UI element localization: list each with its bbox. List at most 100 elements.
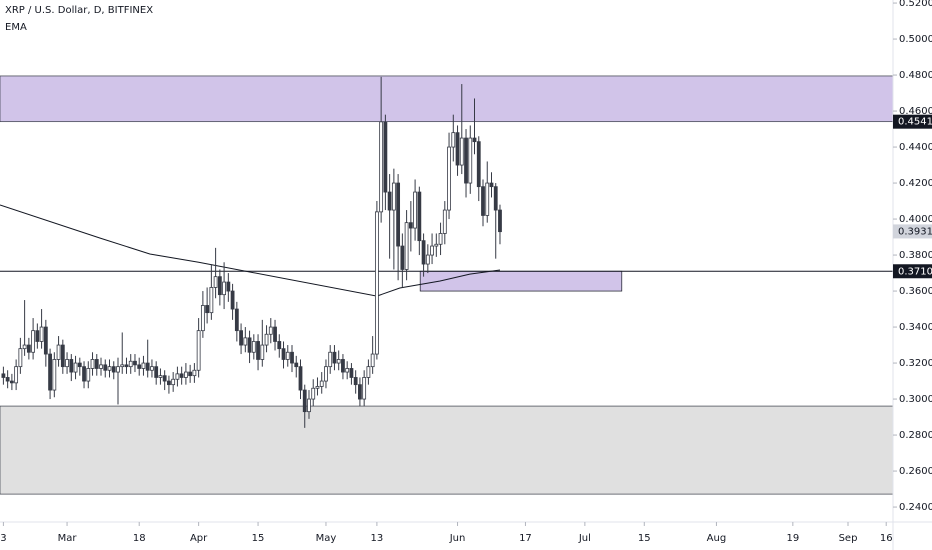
candle-body: [124, 364, 129, 368]
x-tick-label: May: [316, 533, 337, 544]
candle-body: [90, 359, 95, 369]
plot-area: [0, 75, 894, 495]
candle-body: [14, 366, 19, 384]
indicator-legend: EMA: [5, 22, 27, 33]
x-tick-label: 15: [638, 533, 651, 544]
candle-body: [222, 281, 226, 296]
candle-body: [430, 245, 434, 256]
candle-body: [35, 330, 40, 342]
candle-body: [442, 209, 447, 234]
candle-body: [307, 398, 311, 413]
x-tick-label: Apr: [190, 533, 208, 544]
candle-body: [268, 326, 273, 335]
candle-body: [489, 182, 494, 188]
candle-body: [65, 359, 69, 368]
candle-body: [145, 362, 150, 371]
candle-body: [459, 137, 464, 166]
x-tick-label: Aug: [707, 533, 727, 544]
candle-body: [311, 387, 316, 400]
candle-body: [417, 191, 422, 242]
price-label-box: [893, 264, 932, 279]
x-tick-label: 3: [0, 533, 6, 544]
candle-body: [247, 337, 252, 353]
candle-body: [128, 360, 133, 368]
candle-body: [370, 353, 375, 368]
candle-body: [413, 191, 417, 229]
candle-body: [188, 371, 193, 377]
price-label: 0.39313: [898, 226, 932, 237]
x-tick-label: 15: [252, 533, 265, 544]
candle-body: [425, 254, 430, 265]
candle-body: [404, 222, 409, 270]
candle-body: [434, 243, 439, 247]
candle-body: [205, 305, 210, 314]
candle-body: [345, 368, 350, 373]
candle-body: [116, 366, 120, 373]
x-tick-label: Jun: [449, 533, 466, 544]
candle-body: [476, 141, 481, 188]
x-tick-label: 13: [371, 533, 384, 544]
candle-body: [209, 287, 214, 314]
candle-body: [281, 348, 286, 360]
candle-body: [383, 121, 388, 193]
candle-body: [18, 348, 23, 368]
candle-body: [77, 362, 82, 368]
candle-body: [472, 137, 477, 143]
candle-body: [99, 364, 103, 369]
candle-body: [69, 359, 74, 373]
candle-body: [421, 240, 426, 265]
candle-body: [273, 326, 277, 342]
candle-body: [120, 364, 125, 368]
candle-body: [52, 359, 57, 391]
candle-body: [137, 364, 142, 369]
candle-body: [5, 377, 10, 382]
candle-body: [332, 351, 337, 364]
candle-body: [26, 344, 31, 353]
candle-body: [213, 276, 218, 288]
candle-body: [167, 380, 171, 386]
candle-body: [1, 373, 6, 378]
candle-body: [493, 186, 498, 211]
price-label-box: [893, 114, 932, 129]
candle-body: [358, 384, 362, 400]
candle-body: [468, 137, 473, 184]
x-tick-label: 16: [880, 533, 893, 544]
candle-body: [9, 380, 14, 384]
candle-body: [133, 360, 137, 366]
candle-body: [396, 182, 401, 247]
candle-body: [349, 368, 354, 378]
price-label: 0.37100: [898, 266, 932, 277]
candle-body: [294, 362, 299, 368]
candle-body: [60, 344, 65, 368]
candle-body: [391, 182, 396, 211]
candle-body: [175, 373, 180, 380]
candle-body: [260, 344, 265, 360]
zone: [419, 270, 623, 292]
candle-body: [277, 341, 282, 350]
candle-body: [387, 191, 392, 211]
candle-body: [400, 245, 405, 270]
x-tick-label: 19: [786, 533, 799, 544]
candle-body: [379, 121, 384, 213]
candle-body: [451, 132, 456, 148]
candle-body: [285, 351, 290, 360]
candle-body: [103, 364, 108, 371]
candle-body: [302, 389, 307, 413]
candle-body: [22, 344, 27, 350]
candle-body: [290, 351, 294, 364]
candle-body: [243, 337, 248, 346]
candle-body: [39, 326, 44, 342]
candle-body: [498, 209, 502, 233]
